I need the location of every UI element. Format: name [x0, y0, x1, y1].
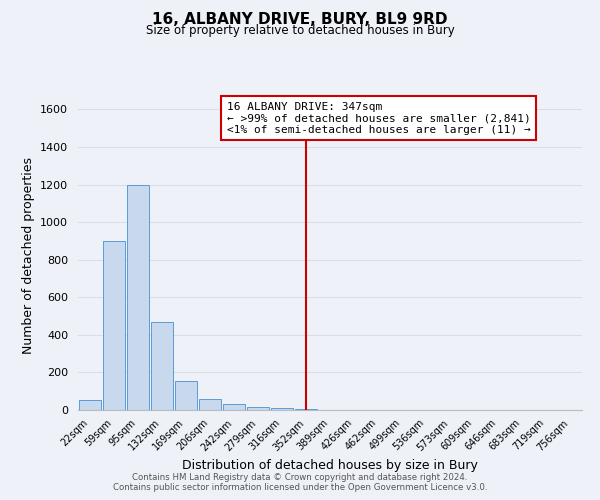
Text: Contains public sector information licensed under the Open Government Licence v3: Contains public sector information licen…: [113, 484, 487, 492]
Bar: [79, 400, 101, 410]
Text: Size of property relative to detached houses in Bury: Size of property relative to detached ho…: [146, 24, 454, 37]
Text: 16, ALBANY DRIVE, BURY, BL9 9RD: 16, ALBANY DRIVE, BURY, BL9 9RD: [152, 12, 448, 28]
Bar: [223, 404, 245, 410]
Bar: [271, 408, 293, 410]
Text: 16 ALBANY DRIVE: 347sqm
← >99% of detached houses are smaller (2,841)
<1% of sem: 16 ALBANY DRIVE: 347sqm ← >99% of detach…: [227, 102, 530, 134]
Bar: [175, 381, 197, 410]
Bar: [199, 398, 221, 410]
Bar: [103, 241, 125, 410]
Text: Contains HM Land Registry data © Crown copyright and database right 2024.: Contains HM Land Registry data © Crown c…: [132, 474, 468, 482]
Bar: [247, 407, 269, 410]
Bar: [127, 184, 149, 410]
Y-axis label: Number of detached properties: Number of detached properties: [22, 156, 35, 354]
X-axis label: Distribution of detached houses by size in Bury: Distribution of detached houses by size …: [182, 460, 478, 472]
Bar: [151, 322, 173, 410]
